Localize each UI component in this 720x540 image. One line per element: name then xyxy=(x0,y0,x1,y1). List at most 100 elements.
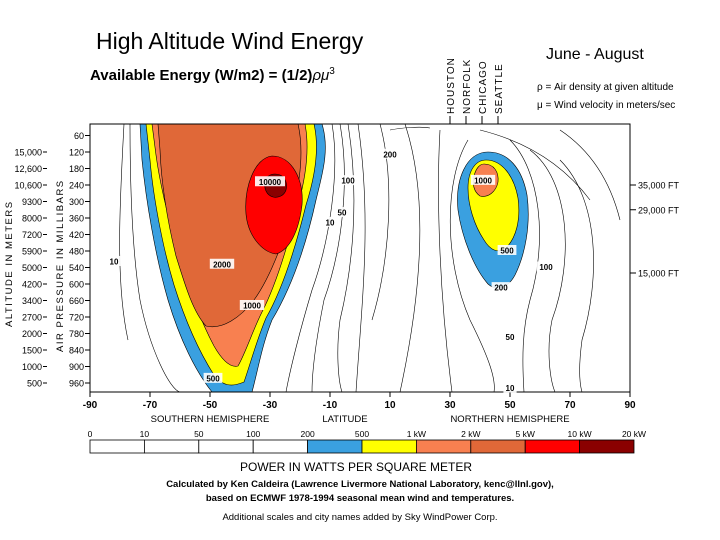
pressure-tick-label: 660 xyxy=(69,296,84,306)
contour-label-bg xyxy=(470,174,496,185)
pressure-tick-label: 60 xyxy=(74,131,84,141)
pressure-tick-label: 540 xyxy=(69,263,84,273)
note-rho: ρ = Air density at given altitude xyxy=(537,82,674,93)
contour-label: 10 xyxy=(506,384,515,393)
contour-label-bg xyxy=(338,175,358,186)
contour-label: 50 xyxy=(338,209,347,218)
pressure-tick-label: 900 xyxy=(69,362,84,372)
altitude-tick-label: 2700 xyxy=(22,313,42,323)
feet-tick-label: 29,000 FT xyxy=(638,205,680,215)
plot-frame xyxy=(89,123,631,393)
legend-scale-label: 100 xyxy=(246,429,260,439)
contour-label: 10000 xyxy=(259,178,282,187)
pressure-tick-label: 780 xyxy=(69,329,84,339)
formula-subtitle: Available Energy (W/m2) = (1/2)ρμ3 xyxy=(90,66,335,84)
legend-swatch xyxy=(579,439,635,454)
x-tick-label: -30 xyxy=(263,400,278,411)
altitude-tick-label: 3400 xyxy=(22,296,42,306)
contour-label-bg xyxy=(503,331,517,342)
altitude-tick-label: 500 xyxy=(27,379,42,389)
altitude-tick-label: 7200 xyxy=(22,230,42,240)
altitude-tick-label: 1500 xyxy=(22,346,42,356)
x-tick-label: -90 xyxy=(83,400,98,411)
legend-scale-label: 10 kW xyxy=(568,429,592,439)
pressure-tick-label: 420 xyxy=(69,230,84,240)
feet-tick-label: 15,000 FT xyxy=(638,269,680,279)
credit-line-2: based on ECMWF 1978-1994 seasonal mean w… xyxy=(205,493,515,504)
credit-line-1: Calculated by Ken Caldeira (Lawrence Liv… xyxy=(166,479,554,490)
legend-swatch xyxy=(143,439,200,454)
contour-label-bg xyxy=(380,148,400,159)
legend-scale-label: 20 kW xyxy=(622,429,646,439)
contour-fills xyxy=(139,123,529,393)
legend: 0 10 50 100 200 500 1 kW 2 kW 5 kW 10 kW 20 kW xyxy=(88,429,646,454)
contour-label: 500 xyxy=(206,374,220,383)
region-label-south: SOUTHERN HEMISPHERE xyxy=(151,414,270,425)
legend-swatch xyxy=(89,439,145,454)
altitude-tick-label: 2000 xyxy=(22,329,42,339)
pressure-tick-label: 120 xyxy=(69,148,84,158)
contour-label-bg xyxy=(239,300,265,310)
legend-scale-label: 500 xyxy=(355,429,369,439)
contour-label-bg xyxy=(491,282,511,293)
legend-swatch xyxy=(361,439,417,454)
contour-label: 100 xyxy=(539,263,553,272)
legend-scale-label: 50 xyxy=(194,429,204,439)
contour-label: 500 xyxy=(500,247,514,256)
legend-swatch xyxy=(415,439,472,454)
season-label: June - August xyxy=(546,46,644,63)
contour-label: 10 xyxy=(110,258,119,267)
legend-scale-label: 200 xyxy=(301,429,315,439)
pressure-tick-label: 720 xyxy=(69,313,84,323)
note-mu: μ = Wind velocity in meters/sec xyxy=(537,100,676,111)
altitude-tick-label: 5000 xyxy=(22,263,42,273)
altitude-tick-label: 4200 xyxy=(22,280,42,290)
contour-label-bg xyxy=(497,245,517,255)
contour-label: 1000 xyxy=(474,176,492,185)
credit-line-3: Additional scales and city names added b… xyxy=(222,512,498,523)
pressure-tick-label: 360 xyxy=(69,214,84,224)
legend-scale-label: 1 kW xyxy=(407,429,426,439)
pressure-tick-label: 240 xyxy=(69,181,84,191)
x-tick-label: 90 xyxy=(624,400,636,411)
legend-scale-label: 0 xyxy=(88,429,93,439)
region-label-north: NORTHERN HEMISPHERE xyxy=(450,414,569,425)
altitude-tick-label: 1000 xyxy=(22,362,42,372)
legend-scale-label: 10 xyxy=(140,429,150,439)
x-tick-label: -70 xyxy=(143,400,158,411)
contour-label-bg xyxy=(255,176,285,187)
contour-label: 100 xyxy=(341,177,355,186)
pressure-tick-label: 180 xyxy=(69,164,84,174)
x-axis-label: LATITUDE xyxy=(322,414,367,425)
legend-swatch xyxy=(198,439,254,454)
altitude-tick-label: 8000 xyxy=(22,214,42,224)
pressure-tick-label: 480 xyxy=(69,247,84,257)
x-tick-label: 30 xyxy=(444,400,456,411)
contour-label: 200 xyxy=(383,150,397,159)
altitude-tick-label: 15,000 xyxy=(14,148,42,158)
contour-label-layer: 2001005010101000020001000500100050020010… xyxy=(107,148,556,393)
formula-main: Available Energy (W/m2) = (1/2) xyxy=(90,67,313,84)
altitude-tick-label: 10,600 xyxy=(14,181,42,191)
x-tick-label: 50 xyxy=(504,400,516,411)
altitude-tick-label: 9300 xyxy=(22,197,42,207)
x-tick-label: -10 xyxy=(323,400,338,411)
contour-label-bg xyxy=(536,261,556,272)
pressure-tick-label: 960 xyxy=(69,379,84,389)
legend-swatch xyxy=(307,439,363,454)
altitude-tick-label: 5900 xyxy=(22,247,42,257)
formula-exponent: 3 xyxy=(329,66,335,77)
contour-label-bg xyxy=(203,372,223,383)
contour-label-bg xyxy=(107,256,121,266)
pressure-tick-label: 300 xyxy=(69,197,84,207)
pressure-tick-label: 600 xyxy=(69,280,84,290)
contour-label-bg xyxy=(335,207,349,218)
feet-tick-label: 35,000 FT xyxy=(638,181,680,191)
legend-scale-label: 2 kW xyxy=(461,429,480,439)
chart-title: High Altitude Wind Energy xyxy=(96,28,364,54)
legend-scale-label: 5 kW xyxy=(516,429,535,439)
contour-label: 50 xyxy=(506,333,515,342)
formula-symbols: ρμ xyxy=(312,67,330,84)
tick-layer: -90 -70 -50 -30 -10 10 30 50 70 90 SOUTHERN HEMISP… xyxy=(14,116,680,425)
